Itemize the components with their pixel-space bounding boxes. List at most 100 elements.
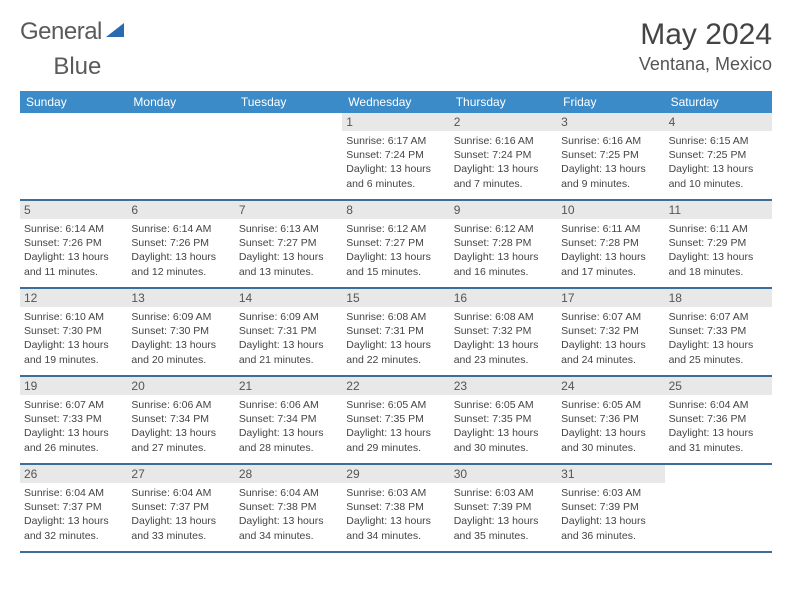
day-number: 16 — [450, 289, 557, 307]
day-detail: Sunrise: 6:10 AMSunset: 7:30 PMDaylight:… — [24, 310, 123, 367]
day-number: 30 — [450, 465, 557, 483]
day-detail: Sunrise: 6:03 AMSunset: 7:39 PMDaylight:… — [561, 486, 660, 543]
day-header-thursday: Thursday — [450, 91, 557, 113]
day-detail: Sunrise: 6:12 AMSunset: 7:27 PMDaylight:… — [346, 222, 445, 279]
day-cell: 19 Sunrise: 6:07 AMSunset: 7:33 PMDayligh… — [20, 377, 127, 463]
day-detail: Sunrise: 6:06 AMSunset: 7:34 PMDaylight:… — [131, 398, 230, 455]
day-number: 28 — [235, 465, 342, 483]
day-detail: Sunrise: 6:14 AMSunset: 7:26 PMDaylight:… — [24, 222, 123, 279]
day-cell: 13Sunrise: 6:09 AMSunset: 7:30 PMDayligh… — [127, 289, 234, 375]
day-detail: Sunrise: 6:17 AMSunset: 7:24 PMDaylight:… — [346, 134, 445, 191]
day-number: 12 — [20, 289, 127, 307]
day-number: 10 — [557, 201, 664, 219]
day-cell: 30 Sunrise: 6:03 AMSunset: 7:39 PMDayligh… — [450, 465, 557, 551]
calendar: SundayMondayTuesdayWednesdayThursdayFrid… — [20, 91, 772, 553]
day-detail: Sunrise: 6:04 AMSunset: 7:38 PMDaylight:… — [239, 486, 338, 543]
day-cell: 23 Sunrise: 6:05 AMSunset: 7:35 PMDayligh… — [450, 377, 557, 463]
day-cell: 20 Sunrise: 6:06 AMSunset: 7:34 PMDayligh… — [127, 377, 234, 463]
day-cell: 5 Sunrise: 6:14 AMSunset: 7:26 PMDaylight… — [20, 201, 127, 287]
empty-cell — [665, 465, 772, 551]
day-cell: 31 Sunrise: 6:03 AMSunset: 7:39 PMDayligh… — [557, 465, 664, 551]
day-detail: Sunrise: 6:09 AMSunset: 7:31 PMDaylight:… — [239, 310, 338, 367]
week-row: 1 Sunrise: 6:17 AMSunset: 7:24 PMDaylight… — [20, 113, 772, 201]
day-detail: Sunrise: 6:08 AMSunset: 7:31 PMDaylight:… — [346, 310, 445, 367]
day-number: 17 — [557, 289, 664, 307]
day-cell: 10 Sunrise: 6:11 AMSunset: 7:28 PMDayligh… — [557, 201, 664, 287]
day-cell: 9 Sunrise: 6:12 AMSunset: 7:28 PMDaylight… — [450, 201, 557, 287]
day-number: 25 — [665, 377, 772, 395]
week-row: 19 Sunrise: 6:07 AMSunset: 7:33 PMDayligh… — [20, 377, 772, 465]
day-number: 7 — [235, 201, 342, 219]
day-number: 15 — [342, 289, 449, 307]
day-cell: 4 Sunrise: 6:15 AMSunset: 7:25 PMDaylight… — [665, 113, 772, 199]
day-detail: Sunrise: 6:05 AMSunset: 7:35 PMDaylight:… — [454, 398, 553, 455]
day-number: 11 — [665, 201, 772, 219]
day-detail: Sunrise: 6:04 AMSunset: 7:36 PMDaylight:… — [669, 398, 768, 455]
logo-text-2: Blue — [20, 53, 772, 81]
day-detail: Sunrise: 6:07 AMSunset: 7:32 PMDaylight:… — [561, 310, 660, 367]
day-detail: Sunrise: 6:15 AMSunset: 7:25 PMDaylight:… — [669, 134, 768, 191]
day-number: 19 — [20, 377, 127, 395]
day-number: 20 — [127, 377, 234, 395]
day-cell: 25 Sunrise: 6:04 AMSunset: 7:36 PMDayligh… — [665, 377, 772, 463]
day-cell: 24 Sunrise: 6:05 AMSunset: 7:36 PMDayligh… — [557, 377, 664, 463]
day-detail: Sunrise: 6:04 AMSunset: 7:37 PMDaylight:… — [131, 486, 230, 543]
day-cell: 29 Sunrise: 6:03 AMSunset: 7:38 PMDayligh… — [342, 465, 449, 551]
day-number: 3 — [557, 113, 664, 131]
day-detail: Sunrise: 6:11 AMSunset: 7:28 PMDaylight:… — [561, 222, 660, 279]
day-cell: 7 Sunrise: 6:13 AMSunset: 7:27 PMDaylight… — [235, 201, 342, 287]
day-cell: 3 Sunrise: 6:16 AMSunset: 7:25 PMDaylight… — [557, 113, 664, 199]
day-number: 18 — [665, 289, 772, 307]
day-header-saturday: Saturday — [665, 91, 772, 113]
triangle-icon — [104, 19, 126, 46]
day-detail: Sunrise: 6:05 AMSunset: 7:36 PMDaylight:… — [561, 398, 660, 455]
week-row: 12 Sunrise: 6:10 AMSunset: 7:30 PMDayligh… — [20, 289, 772, 377]
day-header-tuesday: Tuesday — [235, 91, 342, 113]
day-header-friday: Friday — [557, 91, 664, 113]
day-cell: 11Sunrise: 6:11 AMSunset: 7:29 PMDayligh… — [665, 201, 772, 287]
day-detail: Sunrise: 6:16 AMSunset: 7:25 PMDaylight:… — [561, 134, 660, 191]
day-cell: 8 Sunrise: 6:12 AMSunset: 7:27 PMDaylight… — [342, 201, 449, 287]
day-number: 26 — [20, 465, 127, 483]
day-header-monday: Monday — [127, 91, 234, 113]
day-detail: Sunrise: 6:07 AMSunset: 7:33 PMDaylight:… — [24, 398, 123, 455]
day-number: 23 — [450, 377, 557, 395]
day-number: 8 — [342, 201, 449, 219]
day-cell: 22Sunrise: 6:05 AMSunset: 7:35 PMDayligh… — [342, 377, 449, 463]
day-detail: Sunrise: 6:03 AMSunset: 7:38 PMDaylight:… — [346, 486, 445, 543]
day-header-sunday: Sunday — [20, 91, 127, 113]
day-cell: 26 Sunrise: 6:04 AMSunset: 7:37 PMDayligh… — [20, 465, 127, 551]
day-detail: Sunrise: 6:13 AMSunset: 7:27 PMDaylight:… — [239, 222, 338, 279]
day-number: 5 — [20, 201, 127, 219]
day-number: 1 — [342, 113, 449, 131]
day-detail: Sunrise: 6:14 AMSunset: 7:26 PMDaylight:… — [131, 222, 230, 279]
day-cell: 21Sunrise: 6:06 AMSunset: 7:34 PMDayligh… — [235, 377, 342, 463]
day-headers-row: SundayMondayTuesdayWednesdayThursdayFrid… — [20, 91, 772, 113]
day-detail: Sunrise: 6:05 AMSunset: 7:35 PMDaylight:… — [346, 398, 445, 455]
day-cell: 14Sunrise: 6:09 AMSunset: 7:31 PMDayligh… — [235, 289, 342, 375]
day-number: 24 — [557, 377, 664, 395]
logo: General — [20, 18, 128, 46]
day-cell: 17 Sunrise: 6:07 AMSunset: 7:32 PMDayligh… — [557, 289, 664, 375]
day-cell: 6Sunrise: 6:14 AMSunset: 7:26 PMDaylight… — [127, 201, 234, 287]
day-cell: 15 Sunrise: 6:08 AMSunset: 7:31 PMDayligh… — [342, 289, 449, 375]
month-title: May 2024 — [639, 18, 772, 52]
day-detail: Sunrise: 6:04 AMSunset: 7:37 PMDaylight:… — [24, 486, 123, 543]
day-cell: 2Sunrise: 6:16 AMSunset: 7:24 PMDaylight… — [450, 113, 557, 199]
day-cell: 28 Sunrise: 6:04 AMSunset: 7:38 PMDayligh… — [235, 465, 342, 551]
day-detail: Sunrise: 6:03 AMSunset: 7:39 PMDaylight:… — [454, 486, 553, 543]
day-number: 29 — [342, 465, 449, 483]
day-cell: 16 Sunrise: 6:08 AMSunset: 7:32 PMDayligh… — [450, 289, 557, 375]
day-cell: 12 Sunrise: 6:10 AMSunset: 7:30 PMDayligh… — [20, 289, 127, 375]
day-number: 4 — [665, 113, 772, 131]
day-number: 2 — [450, 113, 557, 131]
logo-text-1: General — [20, 18, 102, 46]
day-number: 9 — [450, 201, 557, 219]
day-number: 31 — [557, 465, 664, 483]
day-detail: Sunrise: 6:09 AMSunset: 7:30 PMDaylight:… — [131, 310, 230, 367]
day-detail: Sunrise: 6:07 AMSunset: 7:33 PMDaylight:… — [669, 310, 768, 367]
day-detail: Sunrise: 6:08 AMSunset: 7:32 PMDaylight:… — [454, 310, 553, 367]
day-cell: 1 Sunrise: 6:17 AMSunset: 7:24 PMDaylight… — [342, 113, 449, 199]
day-detail: Sunrise: 6:06 AMSunset: 7:34 PMDaylight:… — [239, 398, 338, 455]
day-detail: Sunrise: 6:12 AMSunset: 7:28 PMDaylight:… — [454, 222, 553, 279]
